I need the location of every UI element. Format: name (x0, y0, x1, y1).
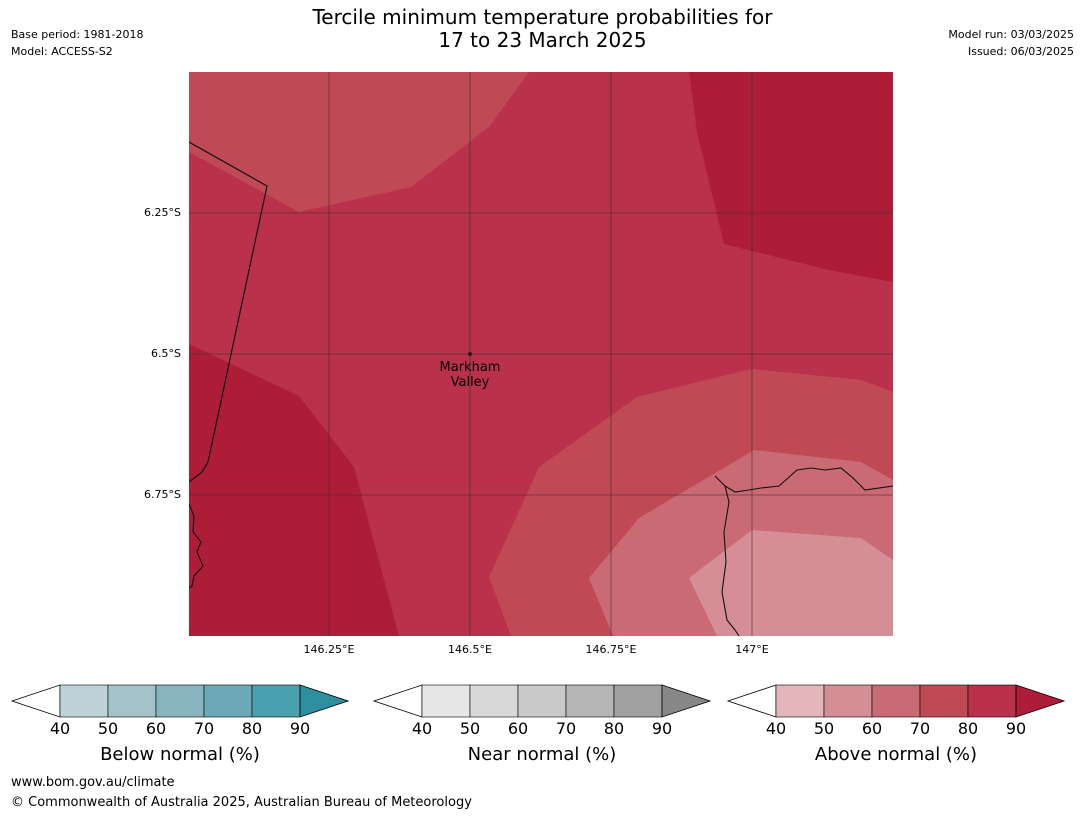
place-label-line2: Valley (450, 375, 490, 390)
colorbar-tick-label: 60 (145, 719, 167, 738)
footer-url: www.bom.gov.au/climate (11, 775, 175, 790)
colorbar-tick-label: 60 (507, 719, 529, 738)
colorbar-segment (203, 684, 253, 718)
colorbar-segment (871, 684, 921, 718)
lat-label: 6.5°S (151, 347, 181, 360)
model-run-label: Model run: 03/03/2025 (948, 28, 1074, 41)
colorbar-segment (967, 684, 1017, 718)
colorbar-tick-label: 70 (193, 719, 215, 738)
colorbar-tick-label: 90 (1005, 719, 1027, 738)
lon-label: 147°E (735, 643, 769, 656)
issued-label: Issued: 06/03/2025 (967, 45, 1074, 58)
near-normal-colorbar (373, 684, 711, 718)
coastline-west (189, 503, 204, 589)
below-normal-colorbar (11, 684, 349, 718)
place-label: Markham Valley (420, 360, 520, 390)
place-marker (468, 352, 472, 356)
lon-label: 146.25°E (303, 643, 355, 656)
colorbar-tick-label: 50 (813, 719, 835, 738)
lon-label: 146.5°E (448, 643, 492, 656)
colorbar-tick-label: 90 (289, 719, 311, 738)
colorbar-title: Below normal (%) (100, 744, 260, 765)
footer-copyright: © Commonwealth of Australia 2025, Austra… (11, 795, 472, 810)
colorbar-segment (823, 684, 873, 718)
colorbar-tick-label: 50 (97, 719, 119, 738)
colorbar-segment (517, 684, 567, 718)
colorbar-segment (919, 684, 969, 718)
border-line (189, 141, 268, 483)
colorbar-over-triangle (661, 684, 711, 718)
colorbar-title: Above normal (%) (814, 744, 978, 765)
colorbar-tick-label: 80 (241, 719, 263, 738)
colorbar-segment (565, 684, 615, 718)
colorbar-segment (155, 684, 205, 718)
colorbar-tick-label: 40 (411, 719, 433, 738)
above-normal-colorbar (727, 684, 1065, 718)
band-90-east (689, 72, 893, 282)
title-line-1: Tercile minimum temperature probabilitie… (312, 5, 773, 29)
title-line-2: 17 to 23 March 2025 (438, 28, 647, 52)
band-70-80-north (189, 72, 529, 212)
colorbar-tick-label: 70 (555, 719, 577, 738)
colorbar-tick-label: 40 (49, 719, 71, 738)
colorbar-over-triangle (299, 684, 349, 718)
colorbar-segment (421, 684, 471, 718)
colorbar-segment (107, 684, 157, 718)
colorbar-segment (59, 684, 109, 718)
colorbar-segment (775, 684, 825, 718)
coastline-east (714, 467, 893, 493)
base-period-label: Base period: 1981-2018 (11, 28, 144, 41)
colorbar-tick-label: 80 (957, 719, 979, 738)
colorbar-over-triangle (1015, 684, 1065, 718)
map-title: Tercile minimum temperature probabilitie… (0, 6, 1085, 52)
band-50-60-south (689, 530, 893, 636)
colorbar-title: Near normal (%) (467, 744, 617, 765)
lon-label: 146.75°E (585, 643, 637, 656)
colorbar-tick-label: 40 (765, 719, 787, 738)
colorbar-segment (251, 684, 301, 718)
probability-map (189, 72, 893, 636)
colorbar-tick-label: 80 (603, 719, 625, 738)
lat-label: 6.75°S (144, 488, 181, 501)
colorbar-tick-label: 50 (459, 719, 481, 738)
model-label: Model: ACCESS-S2 (11, 45, 113, 58)
colorbar-tick-label: 70 (909, 719, 931, 738)
colorbar-segment (469, 684, 519, 718)
band-90-west (189, 344, 399, 636)
colorbar-segment (613, 684, 663, 718)
coastline-east-south (721, 485, 740, 636)
lat-label: 6.25°S (144, 206, 181, 219)
colorbar-under-triangle (373, 684, 423, 718)
place-label-line1: Markham (439, 360, 501, 375)
colorbar-tick-label: 90 (651, 719, 673, 738)
colorbar-under-triangle (11, 684, 61, 718)
colorbar-under-triangle (727, 684, 777, 718)
colorbar-tick-label: 60 (861, 719, 883, 738)
